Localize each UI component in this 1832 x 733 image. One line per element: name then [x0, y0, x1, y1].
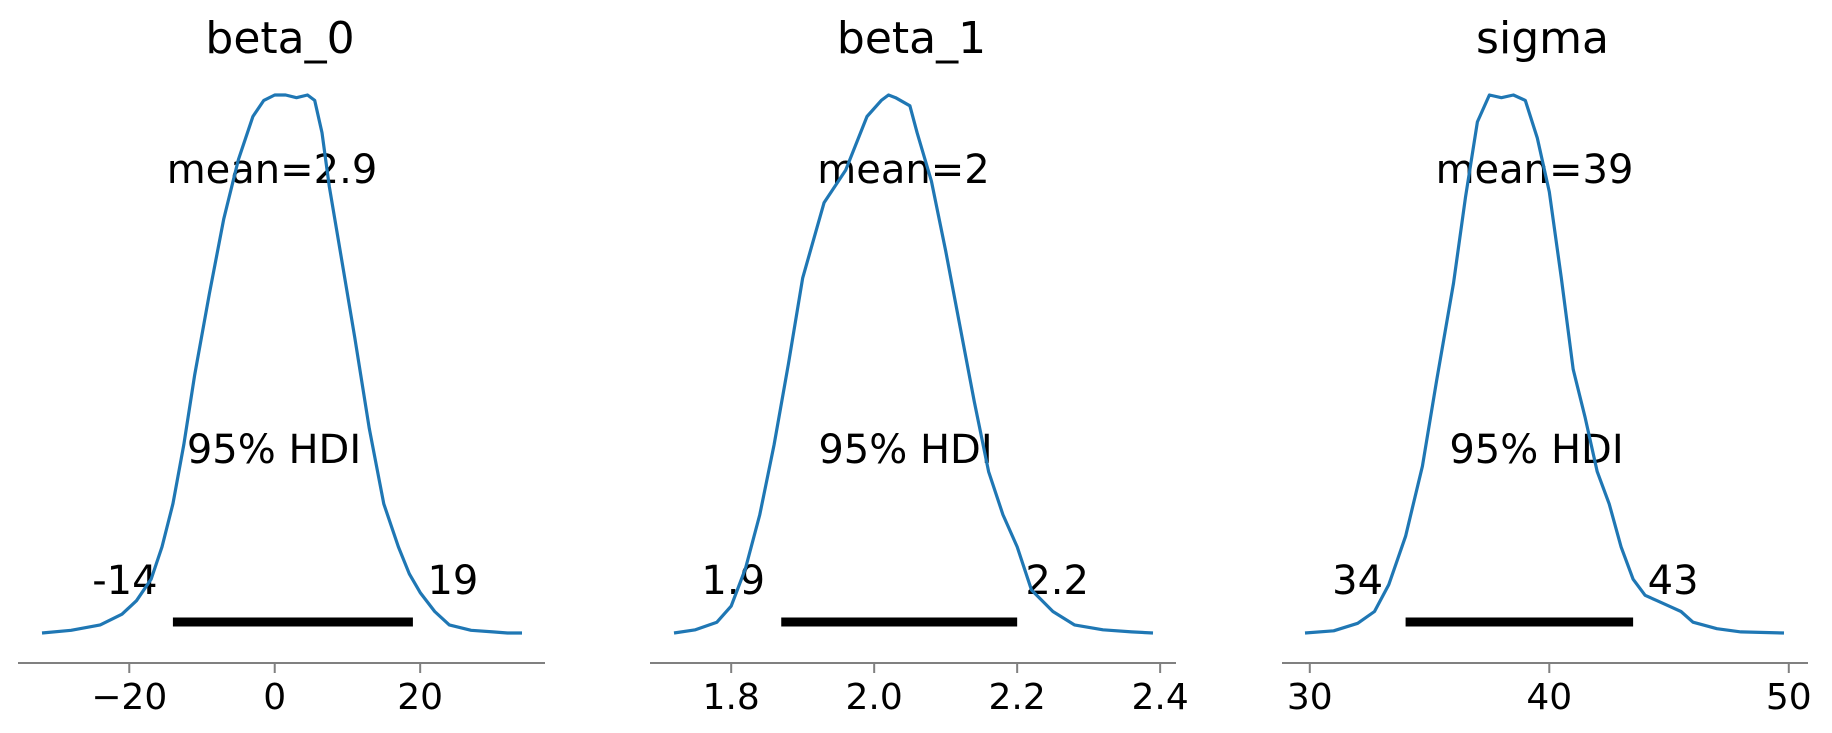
hdi-high-label: 43 — [1648, 558, 1699, 604]
panel-title: beta_0 — [205, 13, 354, 64]
panel-title: sigma — [1476, 13, 1609, 64]
x-tick-label: 2.0 — [846, 677, 903, 718]
mean-annotation: mean=2.9 — [167, 147, 378, 193]
x-tick-label: 30 — [1287, 677, 1333, 718]
x-tick-label: 0 — [263, 677, 286, 718]
panel-title: beta_1 — [837, 13, 986, 64]
x-tick-label: 40 — [1526, 677, 1572, 718]
x-tick-label: 50 — [1766, 677, 1812, 718]
density-curve — [41, 93, 522, 635]
hdi-high-label: 2.2 — [1025, 558, 1089, 604]
hdi-high-label: 19 — [427, 558, 478, 604]
x-tick-label: 2.4 — [1132, 677, 1189, 718]
mean-annotation: mean=2 — [817, 147, 989, 193]
posterior-panel-sigma: sigma mean=39 95% HDI 34 43 30 40 50 — [1282, 13, 1812, 718]
hdi-annotation: 95% HDI — [818, 427, 992, 473]
x-tick-label: −20 — [91, 677, 167, 718]
hdi-low-label: 34 — [1332, 558, 1383, 604]
x-tick-label: 1.8 — [703, 677, 760, 718]
hdi-annotation: 95% HDI — [187, 427, 361, 473]
density-curve — [1304, 93, 1785, 635]
mean-annotation: mean=39 — [1436, 147, 1634, 193]
hdi-low-label: -14 — [92, 558, 157, 604]
posterior-panel-beta_1: beta_1 mean=2 95% HDI 1.9 2.2 1.8 2.0 2.2 2… — [650, 13, 1189, 718]
x-tick-label: 20 — [397, 677, 443, 718]
x-tick-label: 2.2 — [989, 677, 1046, 718]
posterior-panel-beta_0: beta_0 mean=2.9 95% HDI -14 19 −20 0 20 — [18, 13, 545, 718]
density-curve — [673, 93, 1154, 635]
